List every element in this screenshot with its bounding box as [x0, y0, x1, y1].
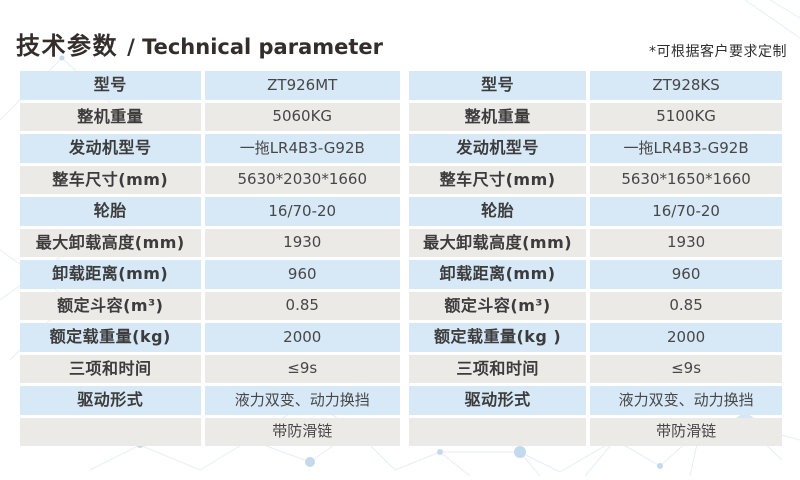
table-row: 额定载重量(kg) 2000	[20, 323, 400, 352]
table-row: 轮胎 16/70-20	[20, 197, 400, 226]
spec-table-zt926mt: 型号 ZT926MT 整机重量 5060KG 发动机型号 一拖LR4B3-G92…	[20, 71, 400, 446]
spec-label-cell: 型号	[20, 71, 201, 100]
spec-value-cell: 5060KG	[204, 102, 400, 131]
spec-value-cell: 一拖LR4B3-G92B	[590, 134, 782, 163]
table-row: 带防滑链	[20, 417, 400, 446]
table-row: 型号 ZT928KS	[409, 71, 782, 100]
spec-value-cell: ≤9s	[590, 354, 782, 383]
spec-value-cell: 16/70-20	[204, 197, 400, 226]
spec-label-cell: 三项和时间	[409, 354, 587, 383]
spec-value-cell: 液力双变、动力换挡	[590, 386, 782, 415]
table-row: 带防滑链	[409, 417, 782, 446]
spec-value-cell: ≤9s	[204, 354, 400, 383]
table-row: 卸载距离(mm) 960	[20, 260, 400, 289]
spec-label-cell: 整车尺寸(mm)	[409, 165, 587, 194]
spec-label-cell: 轮胎	[20, 197, 201, 226]
table-row: 三项和时间 ≤9s	[20, 354, 400, 383]
spec-tables-container: 型号 ZT926MT 整机重量 5060KG 发动机型号 一拖LR4B3-G92…	[20, 71, 782, 446]
spec-label-cell: 驱动形式	[409, 386, 587, 415]
spec-value-cell: 2000	[590, 323, 782, 352]
table-row: 卸载距离(mm) 960	[409, 260, 782, 289]
spec-label-cell: 额定斗容(m³)	[20, 291, 201, 320]
page-title-chinese: 技术参数	[16, 32, 118, 60]
spec-value-cell: 1930	[590, 228, 782, 257]
spec-label-cell: 发动机型号	[409, 134, 587, 163]
spec-value-cell: 带防滑链	[590, 417, 782, 446]
spec-label-cell: 额定斗容(m³)	[409, 291, 587, 320]
spec-table-zt928ks: 型号 ZT928KS 整机重量 5100KG 发动机型号 一拖LR4B3-G92…	[409, 71, 782, 446]
spec-label-cell: 三项和时间	[20, 354, 201, 383]
spec-label-cell: 最大卸载高度(mm)	[20, 228, 201, 257]
spec-value-cell: 1930	[204, 228, 400, 257]
table-row: 驱动形式 液力双变、动力换挡	[20, 386, 400, 415]
spec-value-cell: 960	[590, 260, 782, 289]
table-row: 轮胎 16/70-20	[409, 197, 782, 226]
spec-label-cell: 卸载距离(mm)	[409, 260, 587, 289]
spec-value-cell: 16/70-20	[590, 197, 782, 226]
table-row: 发动机型号 一拖LR4B3-G92B	[20, 134, 400, 163]
spec-value-cell: 液力双变、动力换挡	[204, 386, 400, 415]
table-row: 三项和时间 ≤9s	[409, 354, 782, 383]
table-row: 额定斗容(m³) 0.85	[20, 291, 400, 320]
spec-label-cell: 额定载重量(kg)	[20, 323, 201, 352]
table-row: 型号 ZT926MT	[20, 71, 400, 100]
spec-label-cell: 整机重量	[409, 102, 587, 131]
table-row: 驱动形式 液力双变、动力换挡	[409, 386, 782, 415]
spec-value-cell: 0.85	[204, 291, 400, 320]
spec-label-cell: 型号	[409, 71, 587, 100]
spec-label-cell: 整机重量	[20, 102, 201, 131]
spec-label-cell: 驱动形式	[20, 386, 201, 415]
spec-value-cell: ZT928KS	[590, 71, 782, 100]
table-row: 最大卸载高度(mm) 1930	[20, 228, 400, 257]
page-header: 技术参数 / Technical parameter	[16, 26, 383, 61]
table-row: 整车尺寸(mm) 5630*2030*1660	[20, 165, 400, 194]
spec-label-cell: 额定载重量(kg )	[409, 323, 587, 352]
spec-label-cell: 整车尺寸(mm)	[20, 165, 201, 194]
spec-value-cell: 带防滑链	[204, 417, 400, 446]
spec-label-cell: 卸载距离(mm)	[20, 260, 201, 289]
table-row: 整车尺寸(mm) 5630*1650*1660	[409, 165, 782, 194]
table-row: 发动机型号 一拖LR4B3-G92B	[409, 134, 782, 163]
spec-label-cell: 最大卸载高度(mm)	[409, 228, 587, 257]
spec-value-cell: ZT926MT	[204, 71, 400, 100]
table-row: 整机重量 5100KG	[409, 102, 782, 131]
spec-label-cell	[409, 417, 587, 446]
spec-label-cell: 发动机型号	[20, 134, 201, 163]
spec-value-cell: 5630*2030*1660	[204, 165, 400, 194]
spec-label-cell: 轮胎	[409, 197, 587, 226]
spec-label-cell	[20, 417, 201, 446]
spec-value-cell: 一拖LR4B3-G92B	[204, 134, 400, 163]
table-row: 额定载重量(kg ) 2000	[409, 323, 782, 352]
page-title-english: / Technical parameter	[127, 35, 384, 59]
table-row: 额定斗容(m³) 0.85	[409, 291, 782, 320]
table-row: 整机重量 5060KG	[20, 102, 400, 131]
spec-value-cell: 5100KG	[590, 102, 782, 131]
spec-value-cell: 960	[204, 260, 400, 289]
spec-value-cell: 5630*1650*1660	[590, 165, 782, 194]
spec-value-cell: 2000	[204, 323, 400, 352]
table-row: 最大卸载高度(mm) 1930	[409, 228, 782, 257]
spec-value-cell: 0.85	[590, 291, 782, 320]
customization-note: *可根据客户要求定制	[649, 44, 787, 60]
